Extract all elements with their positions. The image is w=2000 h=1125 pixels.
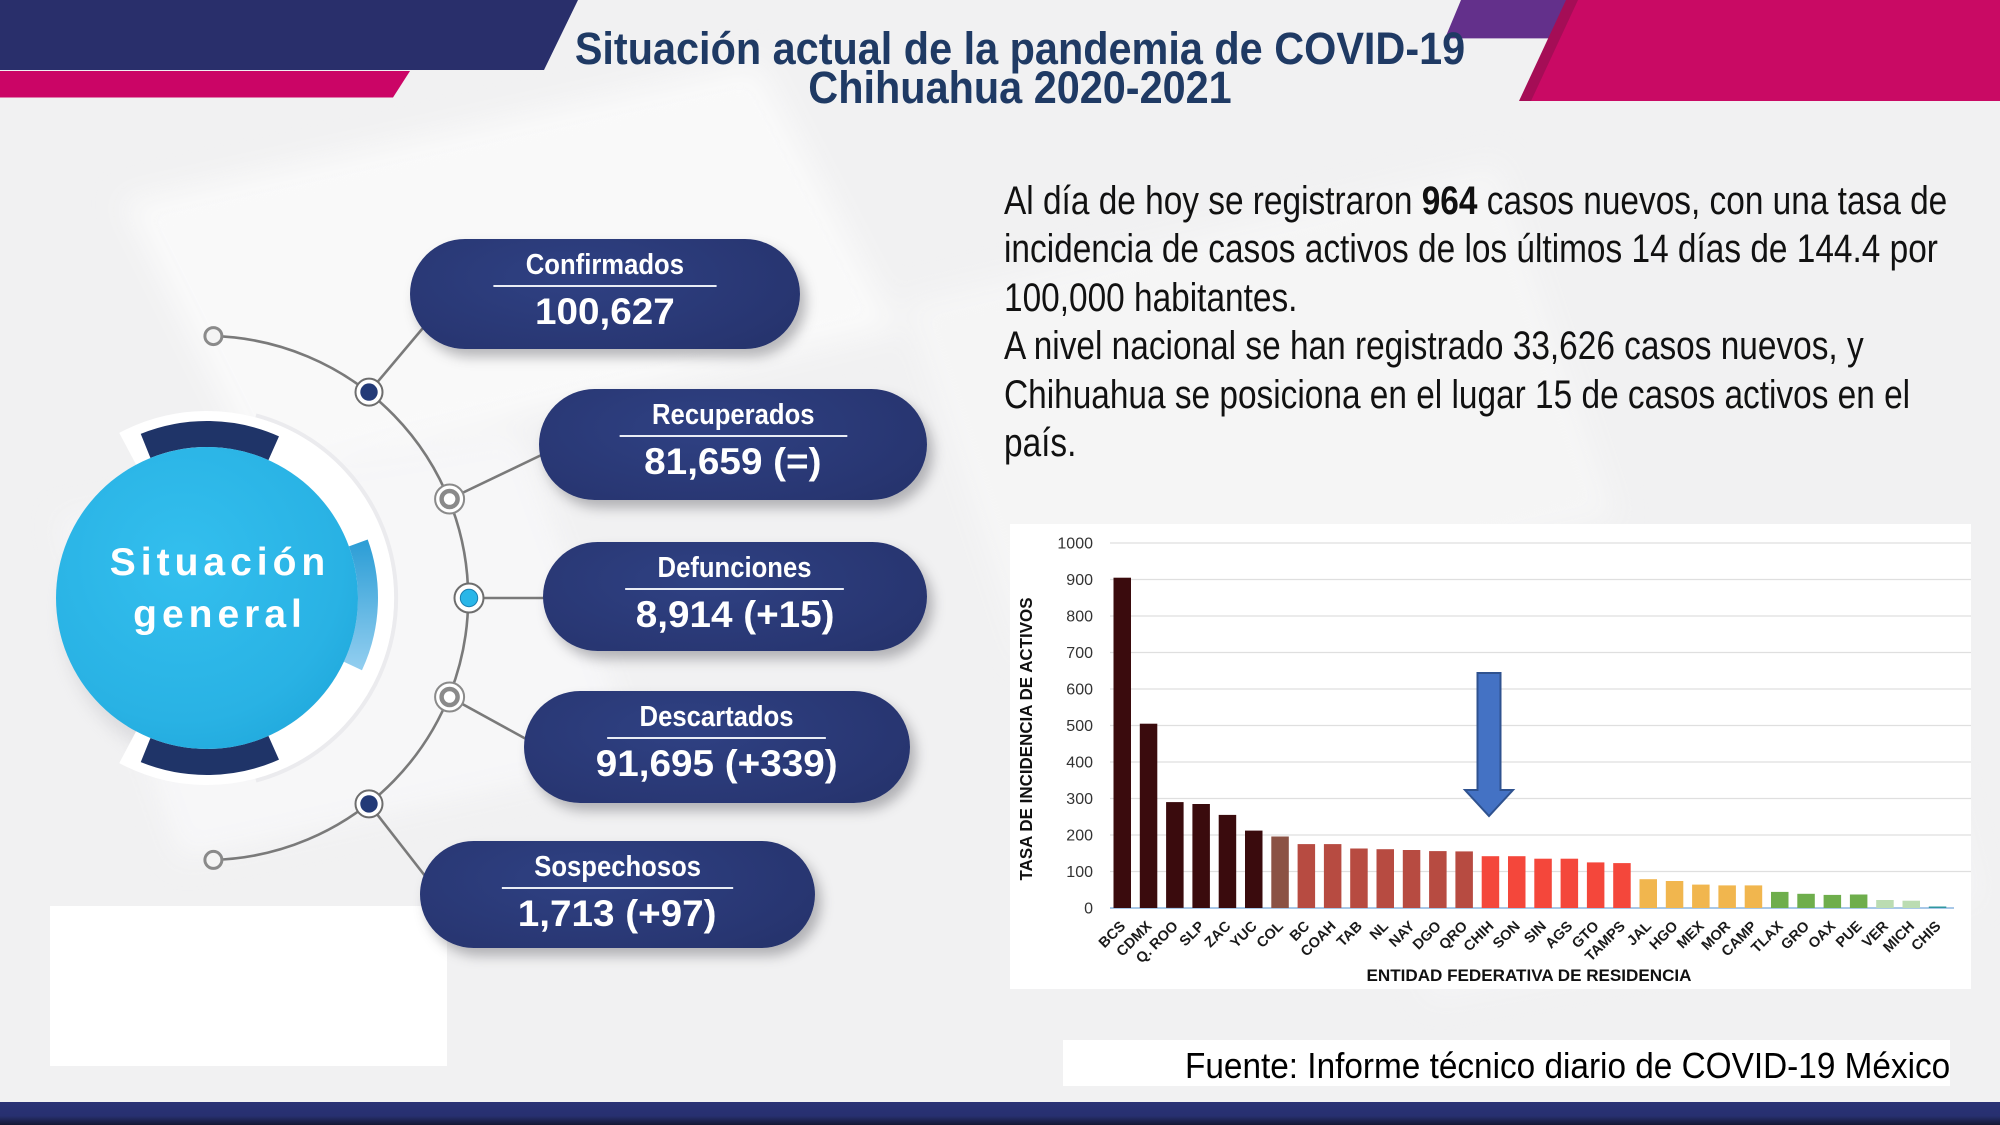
svg-text:400: 400 [1066,755,1093,772]
svg-text:500: 500 [1066,718,1093,735]
svg-text:100: 100 [1066,864,1093,881]
svg-text:0: 0 [1084,901,1093,918]
svg-text:300: 300 [1066,791,1093,808]
svg-text:TASA DE INCIDENCIA DE ACTIVOS: TASA DE INCIDENCIA DE ACTIVOS [1016,598,1036,881]
svg-text:ENTIDAD FEDERATIVA DE RESIDENC: ENTIDAD FEDERATIVA DE RESIDENCIA [1367,966,1692,985]
svg-text:1000: 1000 [1057,536,1093,553]
svg-text:600: 600 [1066,682,1093,699]
svg-text:200: 200 [1066,828,1093,845]
svg-text:700: 700 [1066,645,1093,662]
svg-text:900: 900 [1066,572,1093,589]
svg-text:800: 800 [1066,609,1093,626]
